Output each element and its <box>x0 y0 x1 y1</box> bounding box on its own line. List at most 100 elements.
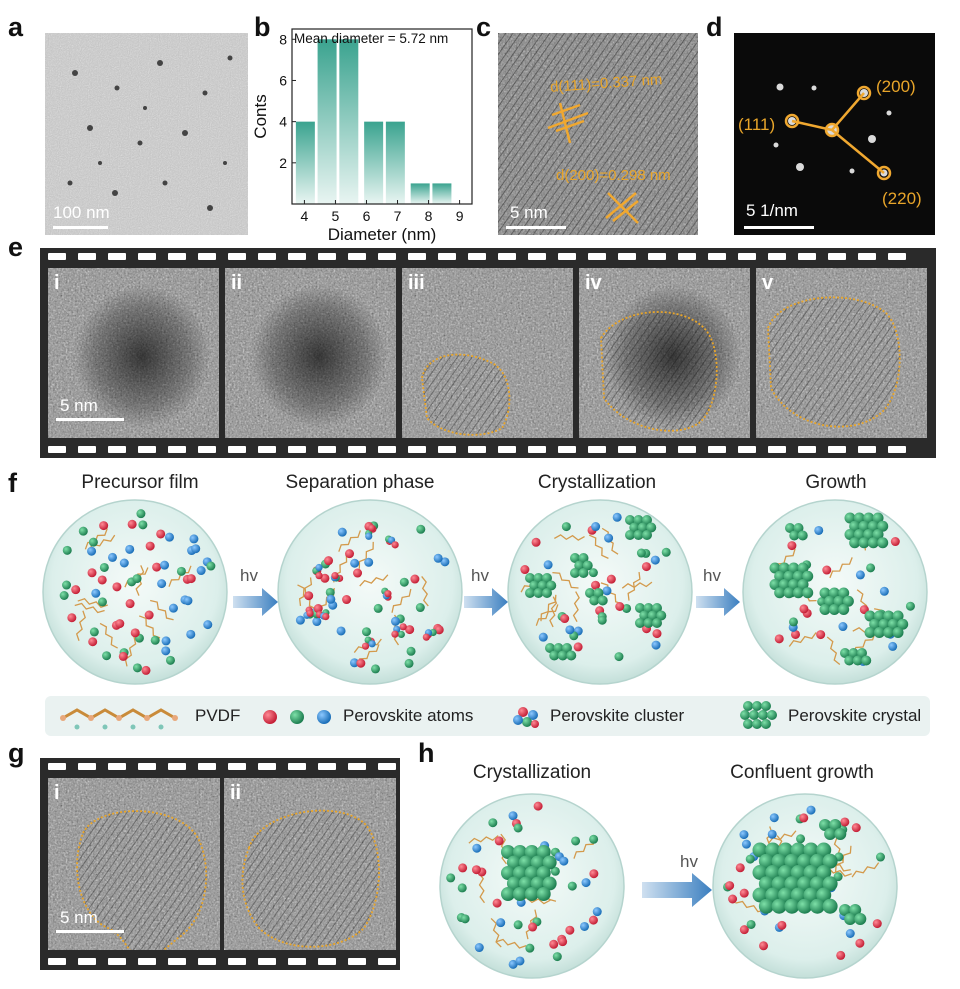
atom-icon <box>156 529 166 539</box>
atom-icon <box>833 872 843 882</box>
atom-icon <box>373 603 383 613</box>
stage-title-confluent-growth: Confluent growth <box>730 762 874 783</box>
histogram-chart: 4 5 6 7 8 9 2 4 6 8 Mean diameter = 5.72 nm Diame… <box>251 28 473 244</box>
atom-icon <box>508 811 518 821</box>
atom-icon <box>405 625 415 635</box>
atom-icon <box>543 560 553 570</box>
pvdf-chain-icon <box>77 598 108 609</box>
film-hole <box>408 446 426 453</box>
crystal-icon <box>844 512 889 549</box>
film-hole <box>168 253 186 260</box>
film-hole <box>618 446 636 453</box>
atom-icon <box>107 552 117 562</box>
film-hole <box>378 253 396 260</box>
atom-icon <box>741 839 751 849</box>
hv-label-2: hv <box>471 566 489 585</box>
stage-title-separation: Separation phase <box>285 472 435 493</box>
pvdf-chain-icon <box>788 632 817 647</box>
atom-icon <box>588 568 598 578</box>
atom-icon <box>67 613 77 623</box>
atom-icon <box>774 634 784 644</box>
cluster-icon <box>513 707 539 728</box>
atom-icon <box>326 594 336 604</box>
atom-icon <box>840 817 850 827</box>
atom-icon <box>390 616 400 626</box>
film-hole <box>438 253 456 260</box>
atom-icon <box>324 556 334 566</box>
spot-220-label: (220) <box>882 189 922 208</box>
atom-icon <box>325 587 335 597</box>
atom-icon <box>112 582 122 592</box>
atom-icon <box>806 805 816 815</box>
film-hole <box>798 446 816 453</box>
x-tick-label: 7 <box>394 208 402 224</box>
atom-icon <box>615 601 625 611</box>
legend-cluster-label: Perovskite cluster <box>550 706 685 725</box>
atom-icon <box>531 537 541 547</box>
film-hole <box>648 253 666 260</box>
film-hole <box>378 446 396 453</box>
pvdf-chain-icon <box>735 900 766 913</box>
histogram-bar-1 <box>317 39 337 205</box>
film-hole <box>708 446 726 453</box>
x-tick-label: 5 <box>332 208 340 224</box>
y-axis-label: Conts <box>251 94 270 138</box>
atom-icon <box>97 597 107 607</box>
atom-icon <box>62 545 72 555</box>
cluster-icon <box>365 524 377 540</box>
crystal-icon <box>839 904 867 925</box>
stage-title-crystallization: Crystallization <box>537 472 657 493</box>
atom-icon <box>404 658 414 668</box>
cluster-icon <box>391 623 407 639</box>
panel-label-f: f <box>8 468 17 498</box>
atom-icon <box>492 898 502 908</box>
atom-icon <box>164 532 174 542</box>
atom-icon <box>458 863 468 873</box>
atom-icon <box>565 925 575 935</box>
atom-icon <box>508 959 518 969</box>
atom-icon <box>165 655 175 665</box>
scale-label-a: 100 nm <box>53 203 110 222</box>
film-hole <box>138 958 156 965</box>
film-hole <box>888 446 906 453</box>
pvdf-chain-icon <box>468 835 499 844</box>
atom-icon <box>550 866 560 876</box>
film-hole <box>318 763 336 770</box>
process-schematic-f <box>42 499 928 685</box>
atom-icon <box>203 620 213 630</box>
atom-icon <box>866 563 876 573</box>
fft-pattern-d: (111) (200) (220) 5 1/nm <box>734 33 935 235</box>
atom-red-icon <box>263 710 277 724</box>
hv-label-h: hv <box>680 852 698 871</box>
pvdf-chain-icon <box>621 581 653 589</box>
scale-label: 5 nm <box>60 396 98 415</box>
legend-crystal-label: Perovskite crystal <box>788 706 922 725</box>
atom-icon <box>186 574 196 584</box>
crystal-icon <box>864 610 909 638</box>
atom-icon <box>845 928 855 938</box>
atom-icon <box>102 651 112 661</box>
atom-icon <box>597 615 607 625</box>
hv-label-1: hv <box>240 566 258 585</box>
atom-icon <box>560 614 570 624</box>
atom-icon <box>59 590 69 600</box>
x-tick-label: 9 <box>456 208 464 224</box>
film-hole <box>348 446 366 453</box>
cluster-icon <box>381 587 392 601</box>
pvdf-chain-icon <box>600 582 623 605</box>
filmstrip-g: i 5 nm ii <box>40 758 400 970</box>
film-hole <box>258 763 276 770</box>
histogram-bar-4 <box>385 121 405 204</box>
film-hole <box>828 446 846 453</box>
atom-icon <box>767 829 777 839</box>
atom-icon <box>745 854 755 864</box>
atom-icon <box>474 943 484 953</box>
atom-icon <box>614 652 624 662</box>
atom-icon <box>533 801 543 811</box>
film-hole <box>198 446 216 453</box>
film-hole <box>648 446 666 453</box>
film-hole <box>228 446 246 453</box>
atom-icon <box>160 560 170 570</box>
atom-icon <box>313 604 323 614</box>
pvdf-chain-icon <box>298 577 313 607</box>
